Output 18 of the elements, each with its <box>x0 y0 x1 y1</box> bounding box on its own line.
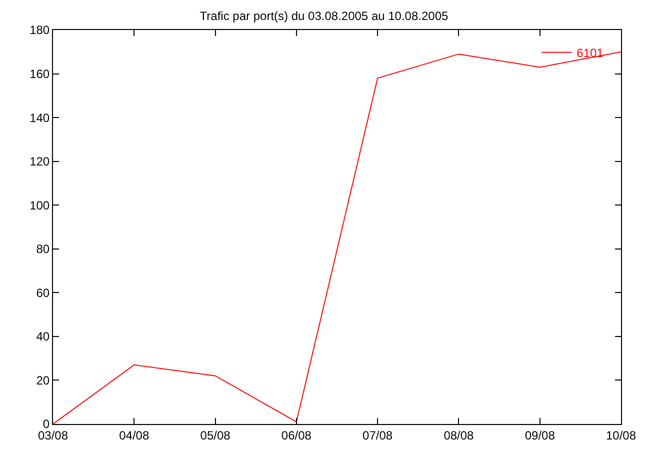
y-tick-label: 20 <box>36 373 50 388</box>
x-tick-label: 09/08 <box>524 428 556 442</box>
x-tick-label: 04/08 <box>119 428 150 442</box>
y-tick-label: 140 <box>30 110 50 125</box>
y-tick-label: 100 <box>30 198 50 212</box>
x-tick-label: 06/08 <box>281 428 312 442</box>
x-tick-label: 05/08 <box>200 428 231 442</box>
legend-label: 6101 <box>576 46 604 60</box>
chart-title: Trafic par port(s) du 03.08.2005 au 10.08.2005 <box>200 8 449 23</box>
y-tick-label: 60 <box>36 286 50 300</box>
y-tick-label: 80 <box>36 242 50 256</box>
y-tick-label: 180 <box>30 23 50 38</box>
x-tick-label: 10/08 <box>606 428 636 442</box>
y-tick-label: 120 <box>30 154 50 169</box>
x-tick-label: 07/08 <box>362 428 393 442</box>
y-tick-label: 40 <box>36 330 50 344</box>
x-tick-label: 08/08 <box>444 428 474 442</box>
y-tick-label: 160 <box>30 66 50 81</box>
